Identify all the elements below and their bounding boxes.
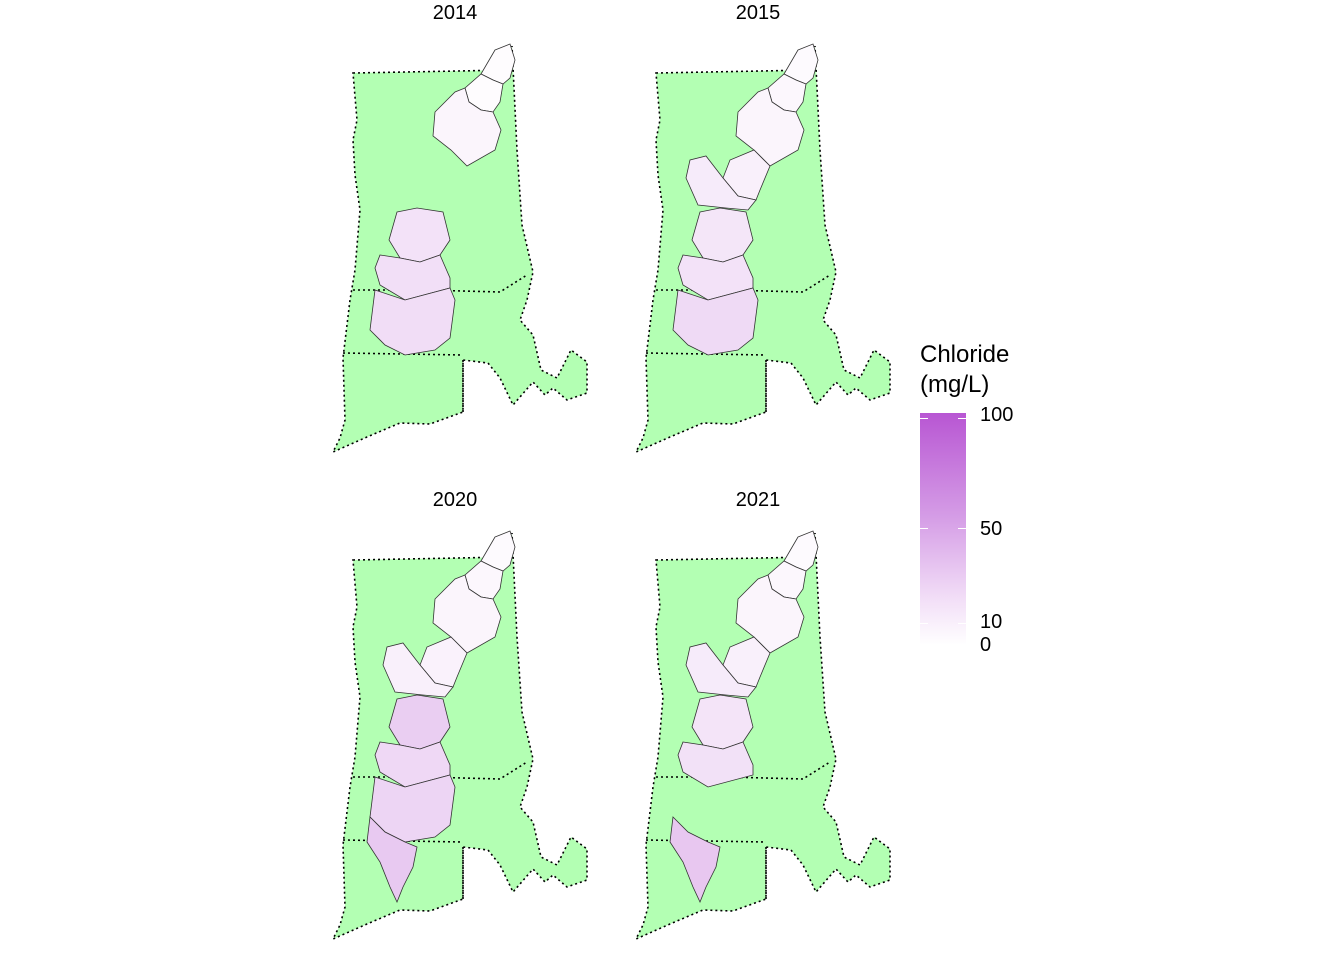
watershed-ws5 (382, 642, 454, 698)
watershed-ws3 (735, 87, 805, 167)
map-panel-2015: 2015 (608, 0, 908, 460)
legend-tick (920, 418, 966, 419)
legend-title: Chloride (mg/L) (920, 340, 1009, 400)
watershed-ws9 (669, 816, 721, 904)
legend-title-line1: Chloride (920, 341, 1010, 368)
map-panel-2021: 2021 (608, 487, 908, 947)
watershed-ws5 (685, 642, 757, 698)
watershed-ws7 (677, 254, 754, 301)
legend-label: 50 (980, 518, 1003, 540)
legend-title-line2: (mg/L) (920, 371, 990, 398)
watershed-ws7 (374, 254, 451, 301)
legend-tick (920, 623, 966, 624)
watershed-ws6 (388, 694, 451, 750)
panel-title: 2015 (735, 2, 781, 24)
color-legend: Chloride (mg/L) 100 50 10 0 (918, 340, 1058, 660)
map-panel-2020: 2020 (305, 487, 605, 947)
panel-title: 2014 (432, 2, 478, 24)
map-2021 (634, 530, 891, 941)
map-2020 (331, 530, 588, 941)
panel-title: 2021 (735, 489, 781, 511)
legend-tick (920, 528, 966, 529)
watershed-ws6 (691, 207, 754, 263)
map-panel-2014: 2014 (305, 0, 605, 460)
watershed-ws3 (735, 574, 805, 654)
watershed-ws6 (388, 207, 451, 263)
watershed-ws8 (369, 287, 456, 356)
legend-label: 100 (980, 404, 1014, 426)
map-2015 (634, 43, 891, 454)
legend-label: 0 (980, 634, 992, 656)
watershed-ws5 (685, 155, 757, 211)
watershed-ws3 (432, 574, 502, 654)
watershed-ws9 (366, 816, 418, 904)
watershed-ws3 (432, 87, 502, 167)
watershed-ws6 (691, 694, 754, 750)
panel-title: 2020 (432, 489, 478, 511)
watershed-ws7 (374, 741, 451, 788)
map-2014 (331, 43, 588, 454)
legend-colorbar (920, 413, 966, 645)
watershed-ws8 (672, 287, 759, 356)
watershed-ws7 (677, 741, 754, 788)
legend-label: 10 (980, 611, 1003, 633)
